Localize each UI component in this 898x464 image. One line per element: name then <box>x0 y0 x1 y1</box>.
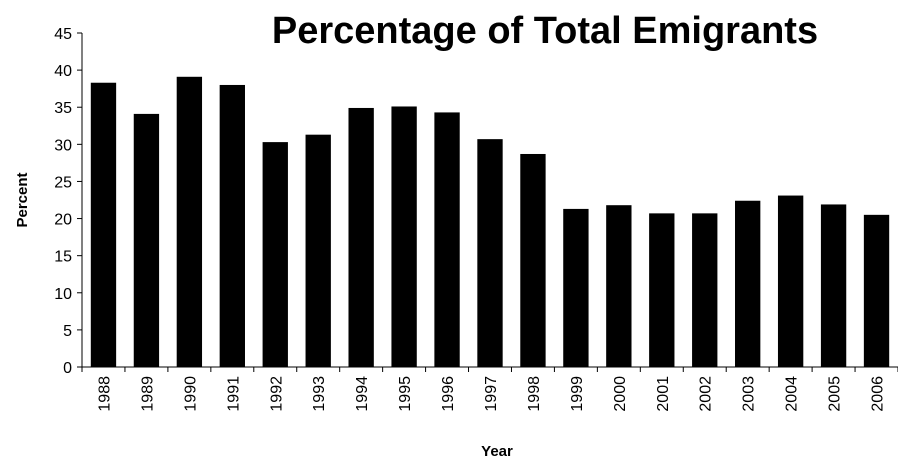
x-tick-label-1988: 1988 <box>96 376 113 412</box>
y-tick-label-15: 15 <box>54 249 72 266</box>
y-axis-label: Percent <box>14 172 31 227</box>
x-tick-label-1989: 1989 <box>139 376 156 412</box>
bar-1989 <box>133 113 160 368</box>
bar-2005 <box>820 204 847 367</box>
y-tick-label-20: 20 <box>54 212 72 229</box>
x-tick-label-2005: 2005 <box>827 376 844 412</box>
x-tick-label-1998: 1998 <box>526 376 543 412</box>
x-tick-label-2006: 2006 <box>870 376 887 412</box>
x-tick-label-1996: 1996 <box>440 376 457 412</box>
bar-2000 <box>606 205 632 367</box>
bar-1994 <box>348 107 374 368</box>
y-tick-label-0: 0 <box>63 360 72 377</box>
y-tick-label-25: 25 <box>54 174 72 191</box>
x-tick-label-1994: 1994 <box>354 376 371 412</box>
y-tick-label-40: 40 <box>54 63 72 80</box>
bars-layer <box>90 76 890 368</box>
bar-1992 <box>262 142 288 367</box>
bar-1995 <box>391 106 417 367</box>
bar-1997 <box>477 139 503 367</box>
bar-2004 <box>777 195 804 367</box>
x-tick-label-1997: 1997 <box>483 376 500 412</box>
x-tick-label-1990: 1990 <box>182 376 199 412</box>
x-tick-label-1999: 1999 <box>569 376 586 412</box>
chart-title: Percentage of Total Emigrants <box>272 10 818 52</box>
x-tick-label-1993: 1993 <box>311 376 328 412</box>
x-tick-label-2004: 2004 <box>784 376 801 412</box>
bar-2001 <box>649 213 675 367</box>
bar-1999 <box>563 208 589 367</box>
y-tick-label-30: 30 <box>54 137 72 154</box>
x-tick-label-2002: 2002 <box>698 376 715 412</box>
bar-1991 <box>219 84 245 368</box>
ticks-layer: 0 5 10 15 20 25 30 35 40 45 1988 1989 1990 1991 1992 19… <box>54 26 898 412</box>
x-tick-label-1991: 1991 <box>225 376 242 412</box>
bar-1996 <box>434 112 460 367</box>
bar-2003 <box>735 200 761 367</box>
bar-1993 <box>305 134 331 367</box>
y-tick-label-35: 35 <box>54 100 72 117</box>
axes-layer <box>81 33 898 368</box>
bar-1990 <box>176 76 203 367</box>
bar-2006 <box>863 214 890 367</box>
y-tick-label-5: 5 <box>63 323 72 340</box>
bar-1988 <box>90 82 117 367</box>
x-axis-label: Year <box>481 443 513 459</box>
y-tick-label-45: 45 <box>54 26 72 43</box>
x-tick-label-2003: 2003 <box>741 376 758 412</box>
bar-1998 <box>520 153 546 367</box>
y-tick-label-10: 10 <box>54 286 72 303</box>
x-tick-label-2000: 2000 <box>612 376 629 412</box>
bar-2002 <box>692 213 718 367</box>
x-tick-label-2001: 2001 <box>655 376 672 412</box>
x-tick-label-1995: 1995 <box>397 376 414 412</box>
x-tick-label-1992: 1992 <box>268 376 285 412</box>
